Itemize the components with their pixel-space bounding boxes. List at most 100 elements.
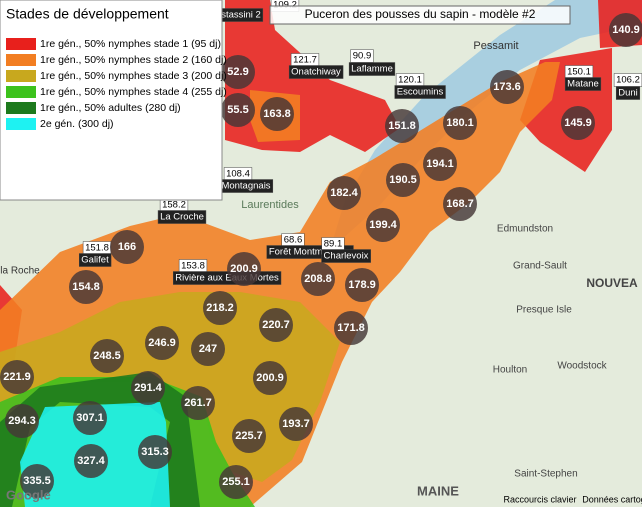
marker-value: 180.1: [446, 117, 474, 129]
marker-value: 255.1: [222, 476, 250, 488]
station-marker: [20, 464, 54, 498]
station-marker: [203, 291, 237, 325]
legend-label: 2e gén. (300 dj): [40, 118, 114, 130]
legend-label: 1re gén., 50% adultes (280 dj): [40, 102, 181, 114]
marker-value: 335.5: [23, 475, 51, 487]
marker-value: 145.9: [564, 117, 592, 129]
marker-value: 248.5: [93, 350, 121, 362]
marker-value: 190.5: [389, 174, 417, 186]
station-marker: [232, 419, 266, 453]
place-name: NOUVEA: [586, 276, 638, 290]
marker-value: 221.9: [3, 371, 31, 383]
station-name: Escoumins: [397, 87, 444, 98]
marker-value: 218.2: [206, 302, 234, 314]
marker-value: 261.7: [184, 397, 212, 409]
station-value: 68.6: [284, 235, 303, 246]
legend-swatch: [6, 70, 36, 82]
marker-value: 140.9: [612, 24, 640, 36]
marker-value: 163.8: [263, 108, 291, 120]
station-marker: [131, 371, 165, 405]
station-name: Duni: [618, 88, 638, 99]
place-name: Pessamit: [473, 40, 518, 52]
station-name: Galifet: [81, 255, 109, 266]
marker-value: 194.1: [426, 158, 454, 170]
station-label-box: [348, 62, 396, 76]
station-value: 151.8: [85, 243, 109, 254]
place-name: Grand-Sault: [513, 261, 567, 272]
marker-value: 168.7: [446, 198, 474, 210]
legend-label: 1re gén., 50% nymphes stade 1 (95 dj): [40, 38, 221, 50]
station-marker: [443, 187, 477, 221]
station-name: Mistassini 2: [211, 10, 261, 21]
station-label-box: [321, 249, 371, 263]
marker-value: 52.9: [227, 66, 248, 78]
marker-value: 173.6: [493, 81, 521, 93]
station-name: La Croche: [160, 212, 204, 223]
station-value: 153.8: [181, 261, 205, 272]
station-value: 120.1: [398, 75, 422, 86]
place-name: Saint-Stephen: [514, 469, 577, 480]
title-box: [269, 5, 571, 25]
station-marker: [221, 93, 255, 127]
marker-value: 294.3: [8, 415, 36, 427]
marker-value: 200.9: [230, 263, 258, 275]
marker-value: 171.8: [337, 322, 365, 334]
legend-swatch: [6, 118, 36, 130]
station-marker: [260, 97, 294, 131]
station-marker: [0, 360, 34, 394]
station-marker: [90, 339, 124, 373]
legend-swatch: [6, 86, 36, 98]
station-value: 90.9: [353, 51, 372, 62]
legend-swatch: [6, 54, 36, 66]
google-logo: Google: [6, 487, 51, 502]
station-marker: [327, 176, 361, 210]
station-marker: [490, 70, 524, 104]
place-name: MAINE: [417, 483, 459, 498]
station-name: Montagnais: [221, 181, 270, 192]
station-name: Laflamme: [351, 64, 393, 75]
marker-value: 327.4: [77, 455, 105, 467]
station-marker: [253, 361, 287, 395]
marker-value: 199.4: [369, 219, 397, 231]
station-value: 121.7: [293, 55, 317, 66]
legend-swatch: [6, 102, 36, 114]
legend-box: [0, 0, 223, 201]
marker-value: 178.9: [348, 279, 376, 291]
station-marker: [443, 106, 477, 140]
station-marker: [386, 163, 420, 197]
station-label-box: [288, 65, 344, 79]
station-marker: [423, 147, 457, 181]
station-marker: [561, 106, 595, 140]
station-marker: [334, 311, 368, 345]
marker-value: 246.9: [148, 337, 176, 349]
station-marker: [609, 13, 642, 47]
marker-value: 208.8: [304, 273, 332, 285]
marker-value: 182.4: [330, 187, 358, 199]
map-data-credit: Données cartog: [582, 494, 642, 504]
place-name: Houlton: [493, 365, 527, 376]
place-name: Edmundston: [497, 224, 553, 235]
station-marker: [345, 268, 379, 302]
station-name: Forêt Montmorency: [269, 247, 352, 258]
place-name: Presque Isle: [516, 305, 572, 316]
legend: Stades de développement 1re gén., 50% ny…: [0, 0, 227, 201]
place-name: Laurentides: [241, 199, 299, 211]
marker-value: 154.8: [72, 281, 100, 293]
station-value: 150.1: [567, 67, 591, 78]
station-marker: [279, 407, 313, 441]
keyboard-shortcuts[interactable]: Raccourcis clavier: [503, 494, 576, 504]
station-marker: [366, 208, 400, 242]
station-label-box: [564, 77, 602, 91]
station-marker: [191, 332, 225, 366]
station-name: Rivière aux Eaux Mortes: [175, 273, 279, 284]
station-marker: [181, 386, 215, 420]
station-value: 106.2: [616, 75, 640, 86]
legend-label: 1re gén., 50% nymphes stade 4 (255 dj): [40, 86, 227, 98]
station-marker: [301, 262, 335, 296]
legend-label: 1re gén., 50% nymphes stade 3 (200 dj): [40, 70, 227, 82]
station-marker: [221, 55, 255, 89]
station-marker: [145, 326, 179, 360]
station-marker: [385, 109, 419, 143]
marker-value: 220.7: [262, 319, 290, 331]
